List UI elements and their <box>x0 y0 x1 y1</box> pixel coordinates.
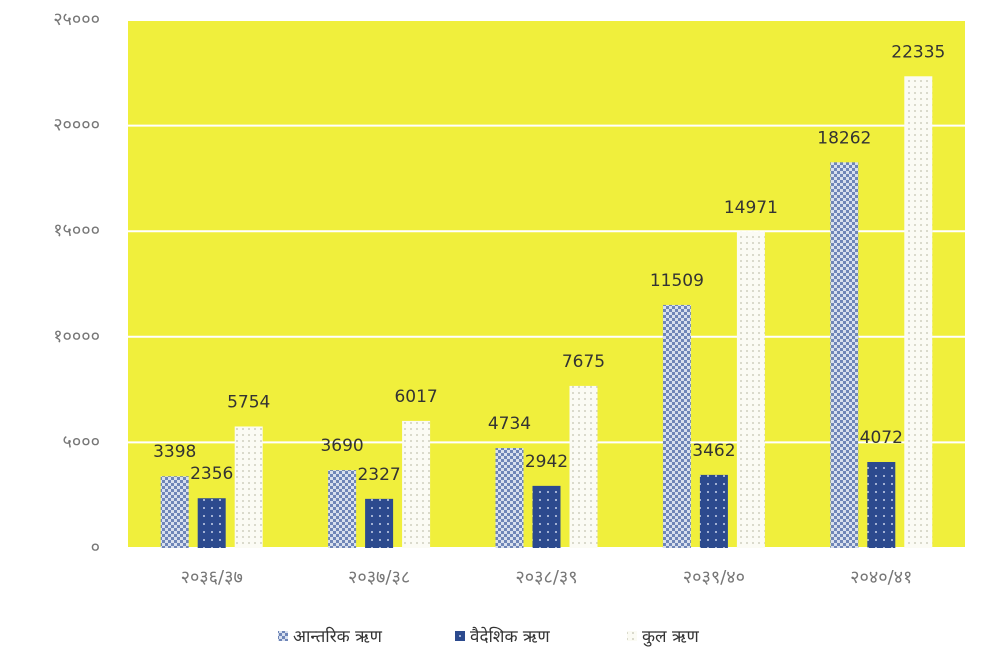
y-tick-label: ० <box>91 537 100 558</box>
bar <box>365 498 394 548</box>
bar <box>234 426 263 548</box>
data-label: 4734 <box>488 414 531 434</box>
x-tick-label: २०३८/३९ <box>515 567 577 588</box>
data-label: 4072 <box>860 428 903 448</box>
bar <box>867 461 896 548</box>
bar <box>569 385 598 548</box>
legend-label: वैदेशिक ऋण <box>470 626 550 647</box>
data-label: 18262 <box>817 128 871 148</box>
x-tick-label: २०३७/३८ <box>348 567 410 588</box>
data-label: 11509 <box>650 271 704 291</box>
bar <box>830 162 859 548</box>
x-tick-label: २०३९/४० <box>683 567 745 588</box>
legend-label: आन्तरिक ऋण <box>293 626 383 647</box>
data-label: 3398 <box>153 442 196 462</box>
legend-swatch <box>278 631 288 641</box>
y-tick-label: २५००० <box>53 9 100 30</box>
data-label: 2356 <box>190 464 233 484</box>
data-label: 3690 <box>320 436 363 456</box>
x-tick-label: २०४०/४१ <box>850 567 912 588</box>
plot-area <box>128 20 965 548</box>
legend-swatch <box>455 631 465 641</box>
data-label: 2327 <box>357 465 400 485</box>
bar <box>904 76 933 549</box>
data-label: 14971 <box>724 198 778 218</box>
data-label: 2942 <box>525 452 568 472</box>
data-label: 22335 <box>891 42 945 62</box>
bar <box>197 498 226 548</box>
data-label: 6017 <box>394 387 437 407</box>
bar <box>662 304 691 548</box>
bar <box>160 476 189 548</box>
legend-label: कुल ऋण <box>642 627 699 647</box>
bar <box>328 470 357 548</box>
legend-swatch <box>627 631 637 641</box>
data-label: 3462 <box>692 441 735 461</box>
bar <box>402 420 431 548</box>
y-tick-label: ५००० <box>63 431 100 452</box>
bar <box>736 231 765 548</box>
y-tick-label: २०००० <box>53 115 100 136</box>
x-tick-label: २०३६/३७ <box>181 567 243 588</box>
y-tick-label: १५००० <box>53 220 100 241</box>
data-label: 5754 <box>227 392 270 412</box>
bar <box>495 448 524 548</box>
bar <box>699 474 728 548</box>
y-tick-label: १०००० <box>53 326 100 347</box>
data-label: 7675 <box>562 352 605 372</box>
bar <box>532 485 561 548</box>
